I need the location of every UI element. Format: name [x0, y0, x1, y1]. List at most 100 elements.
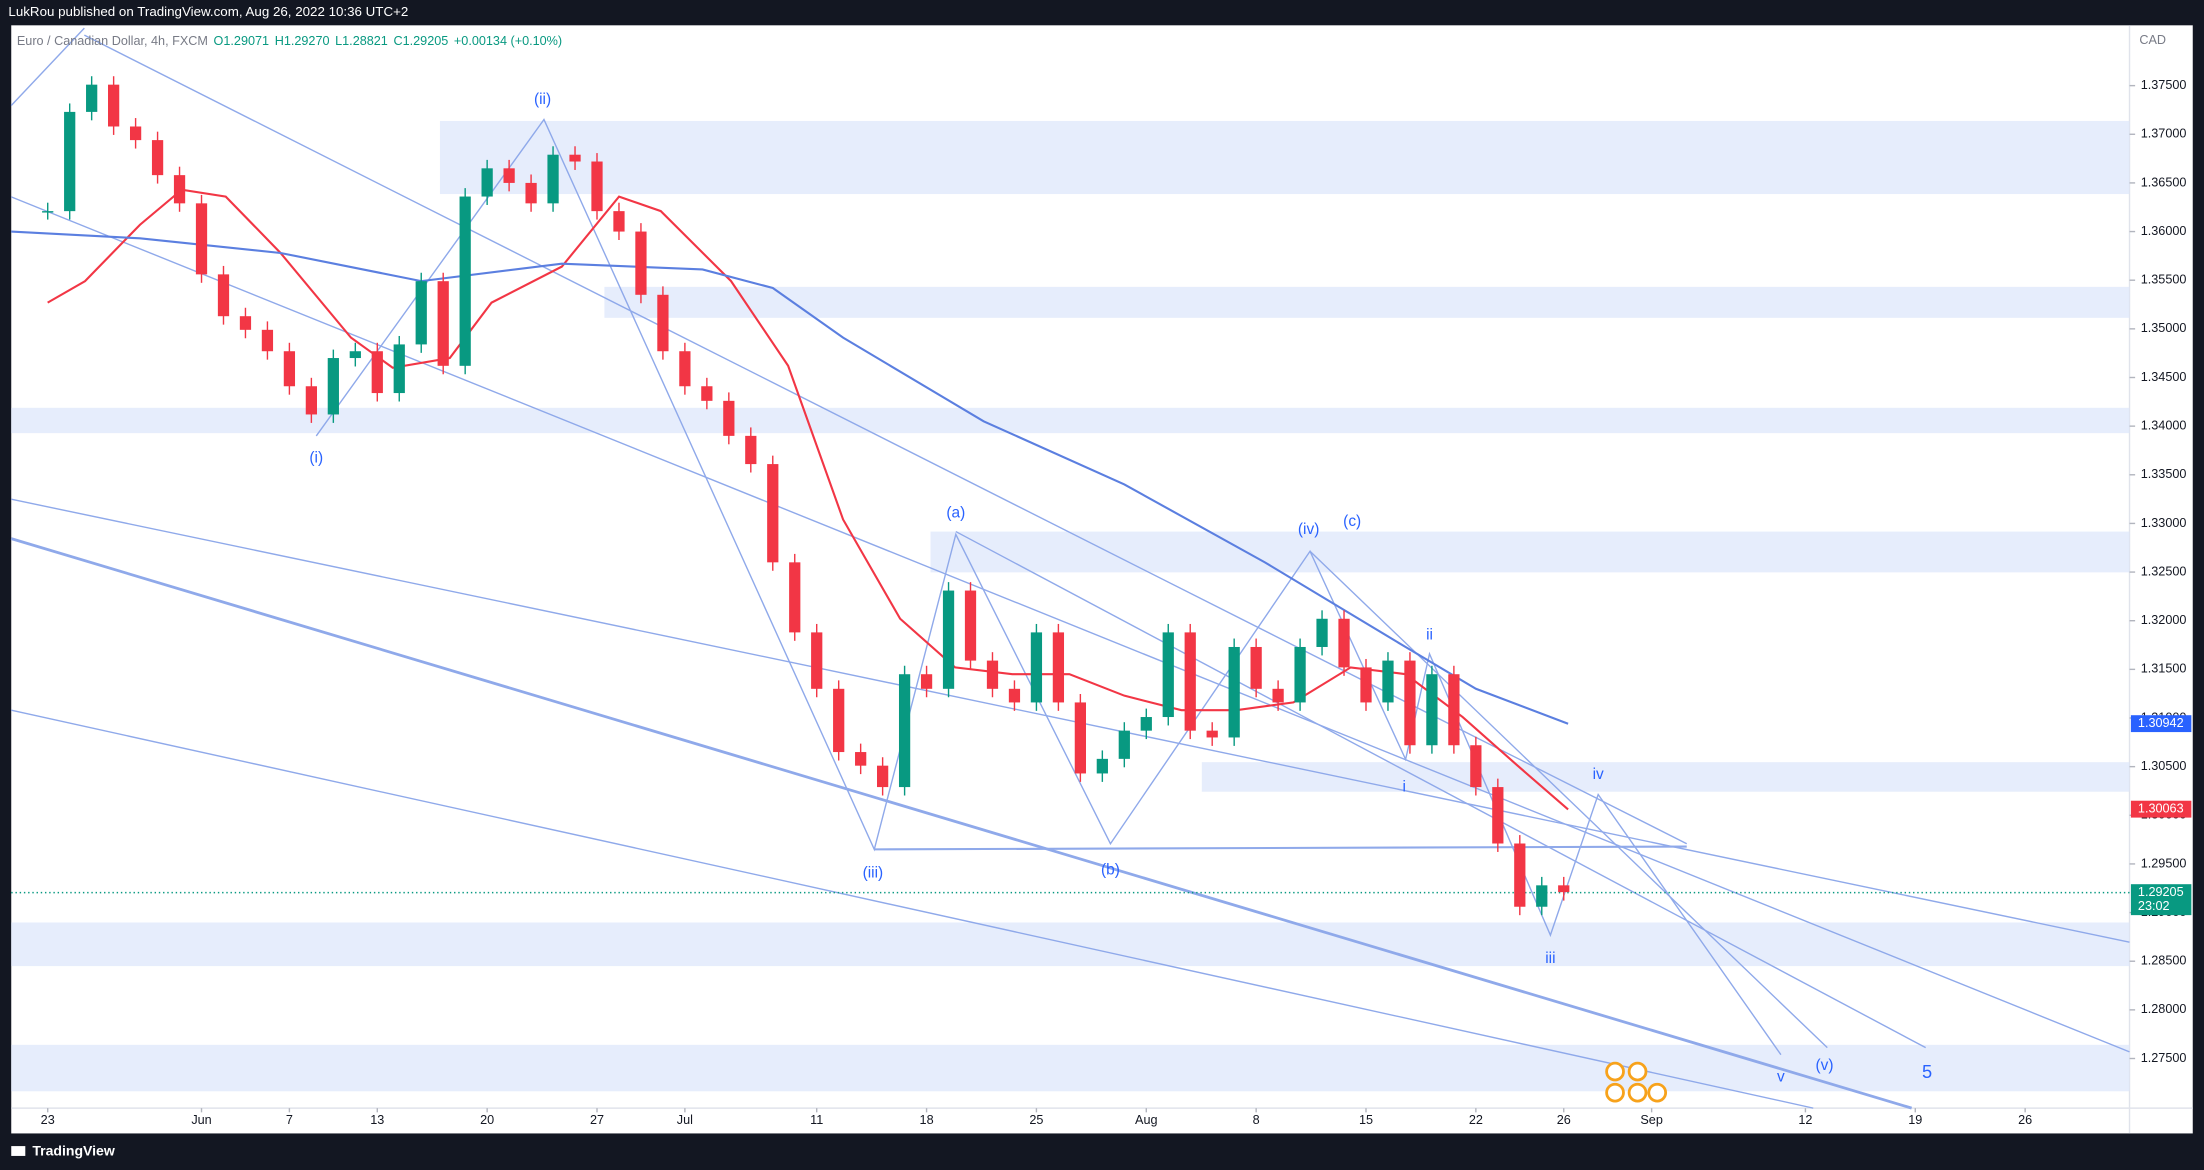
x-tick-label: 22 — [1469, 1113, 1483, 1127]
candle — [283, 351, 296, 387]
candle — [1492, 787, 1504, 844]
moving-average — [47, 188, 1569, 811]
price-label: 1.30942 — [2138, 716, 2184, 730]
candle — [767, 464, 779, 563]
wave-label: 5 — [1922, 1061, 1932, 1082]
candle — [1162, 632, 1174, 718]
candle — [86, 84, 98, 112]
x-tick-label: Aug — [1135, 1113, 1157, 1127]
x-tick-label: 27 — [590, 1113, 604, 1127]
candle — [1272, 688, 1284, 703]
brand[interactable]: TradingView — [32, 1142, 115, 1158]
publisher: LukRou published on TradingView.com, Aug… — [8, 4, 408, 19]
moving-average — [11, 230, 1569, 725]
y-tick-label: 1.33000 — [2141, 516, 2187, 530]
x-tick-label: 23 — [41, 1113, 55, 1127]
price-label: 1.30063 — [2138, 802, 2184, 816]
wave-label: (iii) — [863, 864, 884, 881]
wave-label: (c) — [1343, 513, 1361, 530]
candle — [393, 344, 405, 394]
symbol: Euro / Canadian Dollar, 4h, FXCM — [17, 35, 208, 49]
x-tick-label: 15 — [1359, 1113, 1373, 1127]
candle — [657, 294, 669, 352]
candle — [151, 140, 164, 176]
change: +0.00134 (+0.10%) — [454, 35, 562, 49]
candle — [525, 182, 537, 204]
x-tick-label: Sep — [1640, 1113, 1662, 1127]
event-icon — [1627, 1082, 1648, 1103]
x-tick-label: 19 — [1908, 1113, 1922, 1127]
x-tick-label: 13 — [370, 1113, 384, 1127]
trend-line — [84, 34, 1688, 845]
wave-label: iv — [1593, 766, 1604, 783]
candle — [964, 590, 977, 661]
x-tick-label: 7 — [286, 1113, 293, 1127]
candle — [371, 351, 383, 394]
candle — [305, 386, 317, 415]
trend-line — [10, 537, 1913, 1110]
wave-label: iii — [1545, 950, 1555, 967]
y-tick-label: 1.36000 — [2141, 224, 2187, 238]
price-label: 1.29205 — [2138, 885, 2184, 899]
x-tick-label: Jul — [677, 1113, 693, 1127]
candle — [1514, 843, 1526, 907]
zone — [11, 1044, 2130, 1092]
zone — [439, 120, 2130, 195]
x-tick-label: 18 — [920, 1113, 934, 1127]
candle — [1096, 758, 1108, 774]
candle — [1294, 646, 1306, 703]
candle — [635, 231, 647, 295]
x-tick-label: 12 — [1798, 1113, 1812, 1127]
candle — [1250, 646, 1262, 689]
price-label-bg — [2130, 715, 2192, 733]
y-tick-label: 1.30500 — [2141, 759, 2187, 773]
currency: CAD — [2139, 33, 2166, 47]
symbol-legend: Euro / Canadian Dollar, 4h, FXCM O1.29071… — [17, 35, 562, 49]
candle — [877, 765, 889, 788]
price-label-bg — [2130, 884, 2192, 916]
zone — [604, 286, 2130, 318]
candle — [173, 175, 186, 204]
trend-line — [11, 498, 2130, 943]
low: L1.28821 — [335, 35, 388, 49]
wave-label: v — [1777, 1068, 1785, 1085]
x-tick-label: 25 — [1029, 1113, 1043, 1127]
candle — [42, 211, 54, 213]
candle — [437, 281, 449, 366]
candle — [942, 590, 955, 689]
wave-label: (i) — [309, 450, 323, 467]
zone — [930, 531, 2130, 573]
y-tick-label: 1.35000 — [2141, 321, 2187, 335]
candle — [1206, 730, 1218, 738]
price-label-bg — [2130, 800, 2192, 818]
candle — [701, 386, 713, 401]
candle — [1360, 667, 1372, 703]
candle — [459, 196, 471, 366]
candle — [195, 203, 208, 275]
candle — [745, 435, 757, 465]
y-tick-label: 1.37000 — [2141, 127, 2187, 141]
plot: 1.275001.280001.285001.290001.295001.300… — [10, 27, 2192, 1127]
candle — [591, 161, 603, 212]
x-tick-label: 11 — [810, 1113, 823, 1127]
x-tick-label: 20 — [480, 1113, 494, 1127]
candle — [261, 329, 274, 352]
trend-line — [874, 845, 1687, 851]
y-tick-label: 1.34500 — [2141, 370, 2187, 384]
wave-label: (iv) — [1298, 521, 1319, 538]
candle — [108, 84, 120, 127]
y-tick-label: 1.32500 — [2141, 564, 2187, 578]
y-tick-label: 1.28500 — [2141, 954, 2187, 968]
y-tick-label: 1.36500 — [2141, 175, 2187, 189]
candle — [1228, 646, 1240, 738]
candle — [1382, 660, 1394, 703]
candle — [679, 351, 691, 387]
candle — [1470, 745, 1482, 788]
wave-label: (v) — [1815, 1057, 1833, 1074]
trend-line — [1309, 550, 1828, 1049]
high: H1.29270 — [275, 35, 330, 49]
candle — [1118, 730, 1130, 759]
y-tick-label: 1.27500 — [2141, 1051, 2187, 1065]
